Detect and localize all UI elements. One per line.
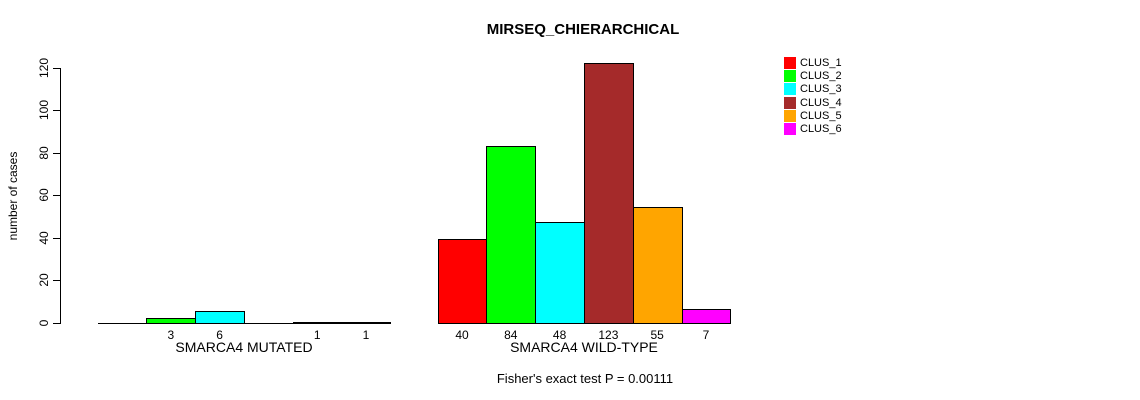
y-tick-mark bbox=[53, 110, 60, 112]
bar-value-label: 40 bbox=[455, 328, 469, 342]
legend-label-clus_6: CLUS_6 bbox=[800, 123, 842, 135]
legend-swatch-clus_1 bbox=[784, 57, 796, 69]
y-tick-mark bbox=[53, 68, 60, 69]
y-tick-label: 120 bbox=[37, 57, 51, 79]
y-tick-label: 60 bbox=[37, 188, 51, 202]
legend-label-clus_3: CLUS_3 bbox=[800, 83, 842, 96]
bar-clus_3 bbox=[195, 310, 245, 324]
bar-clus_6 bbox=[341, 321, 392, 324]
chart-title: MIRSEQ_CHIERARCHICAL bbox=[486, 21, 680, 38]
y-tick-mark bbox=[53, 322, 60, 324]
bar-value-label: 7 bbox=[702, 328, 710, 342]
bar-clus_5 bbox=[292, 321, 343, 324]
bar-value-label: 48 bbox=[552, 328, 567, 342]
bar-clus_3 bbox=[535, 221, 585, 324]
y-axis-label: number of cases bbox=[6, 151, 20, 241]
bar-clus_2 bbox=[146, 317, 197, 324]
bar-value-label: 3 bbox=[167, 328, 175, 342]
y-tick-mark bbox=[53, 152, 60, 154]
legend-label-clus_1: CLUS_1 bbox=[800, 57, 842, 69]
bar-clus_2 bbox=[486, 145, 537, 324]
legend-swatch-clus_3 bbox=[784, 83, 796, 96]
y-tick-label: 100 bbox=[37, 100, 51, 121]
y-tick-label: 80 bbox=[37, 146, 51, 160]
legend-swatch-clus_2 bbox=[784, 70, 796, 83]
bar-clus_6 bbox=[681, 308, 732, 324]
legend-swatch-clus_4 bbox=[784, 96, 796, 109]
legend-swatch-clus_6 bbox=[784, 123, 796, 135]
bar-clus_5 bbox=[632, 206, 683, 324]
footnote-pvalue: Fisher's exact test P = 0.00111 bbox=[496, 371, 674, 386]
legend-label-clus_4: CLUS_4 bbox=[800, 96, 842, 109]
bar-value-label: 123 bbox=[598, 328, 619, 342]
group-label: SMARCA4 WILD-TYPE bbox=[510, 339, 658, 355]
group-label: SMARCA4 MUTATED bbox=[175, 339, 313, 355]
y-axis-line bbox=[60, 68, 61, 324]
y-tick-label: 40 bbox=[37, 230, 51, 245]
y-tick-mark bbox=[53, 280, 60, 282]
y-tick-label: 20 bbox=[37, 273, 51, 287]
bar-value-label: 1 bbox=[313, 328, 321, 342]
bar-clus_1 bbox=[437, 238, 488, 324]
bar-value-label: 84 bbox=[504, 328, 518, 342]
y-tick-mark bbox=[53, 195, 60, 197]
bar-value-label: 55 bbox=[650, 328, 664, 342]
y-tick-label: 0 bbox=[37, 319, 51, 326]
bar-clus_4 bbox=[584, 62, 634, 324]
legend-label-clus_2: CLUS_2 bbox=[800, 70, 842, 83]
y-tick-mark bbox=[53, 237, 60, 239]
legend-swatch-clus_5 bbox=[784, 109, 796, 122]
bar-value-label: 6 bbox=[216, 328, 223, 342]
legend-label-clus_5: CLUS_5 bbox=[800, 109, 842, 122]
bar-value-label: 1 bbox=[362, 328, 370, 342]
